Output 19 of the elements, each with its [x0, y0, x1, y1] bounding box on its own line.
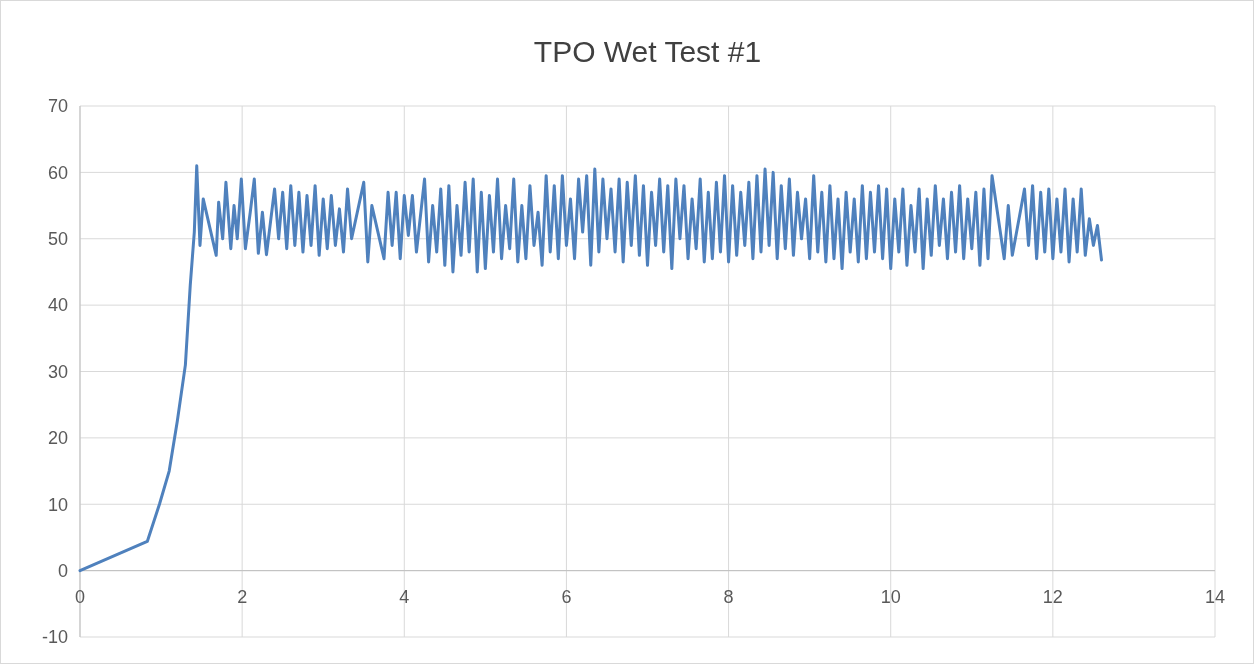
y-tick-label: 30: [47, 361, 68, 382]
y-tick-label: 40: [47, 295, 68, 316]
line-series: [78, 164, 1103, 573]
y-tick-label: 0: [57, 560, 68, 581]
y-tick-label: 50: [47, 229, 68, 250]
y-tick-label: 10: [47, 494, 68, 515]
x-tick-label: 6: [561, 586, 572, 607]
x-tick-label: 0: [74, 586, 86, 607]
x-tick-label: 10: [880, 586, 901, 607]
y-tick-label: 60: [47, 162, 68, 183]
chart-title: TPO Wet Test #1: [533, 35, 762, 68]
x-tick-label: 4: [399, 586, 410, 607]
x-tick-label: 8: [723, 586, 734, 607]
x-tick-label: 14: [1204, 586, 1226, 607]
x-tick-label: 12: [1042, 586, 1063, 607]
y-tick-label: 20: [47, 428, 68, 449]
y-tick-label: -10: [41, 627, 68, 648]
x-tick-label: 2: [237, 586, 248, 607]
y-tick-label: 70: [47, 96, 68, 117]
